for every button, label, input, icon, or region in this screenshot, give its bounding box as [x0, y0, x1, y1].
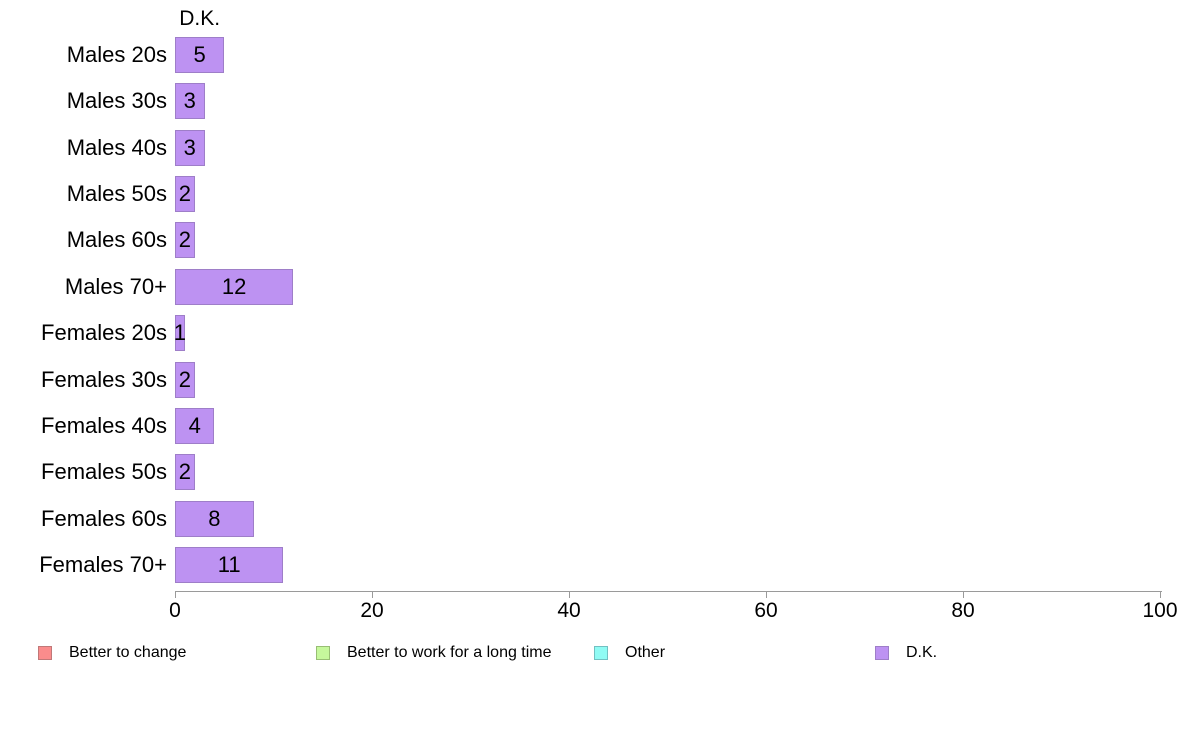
bar: 12 [175, 268, 294, 305]
legend-item: Other [594, 644, 665, 662]
category-label: Males 60s [66, 227, 167, 253]
bar: 11 [175, 546, 284, 583]
bar: 8 [175, 500, 254, 537]
category-label: Females 60s [41, 505, 167, 531]
bar-value-label: 8 [208, 505, 221, 531]
category-label: Males 70+ [64, 273, 167, 299]
category-label: Females 30s [41, 366, 167, 392]
legend-swatch [38, 646, 52, 660]
category-label: Females 50s [41, 459, 167, 485]
bar-value-label: 3 [183, 134, 196, 160]
x-axis-tick-label: 60 [754, 599, 778, 622]
bar-value-label: 2 [178, 227, 191, 253]
legend-swatch [875, 646, 889, 660]
bar-value-label: 5 [193, 42, 206, 67]
x-axis-tick [963, 591, 964, 598]
category-label: Females 70+ [39, 551, 167, 577]
category-label: Males 50s [66, 181, 167, 207]
legend-swatch [316, 646, 330, 660]
legend-item: Better to change [38, 644, 186, 662]
legend-label: Other [625, 644, 666, 661]
x-axis-tick [175, 591, 176, 598]
x-axis-tick-label: 100 [1142, 599, 1178, 622]
bar-value-label: 1 [173, 320, 187, 346]
bar-value-label: 2 [178, 181, 191, 207]
legend-label: Better to change [69, 644, 187, 661]
bar: 3 [175, 83, 205, 120]
x-axis-tick [569, 591, 570, 598]
bar: 2 [175, 176, 195, 213]
bar-value-label: 4 [188, 412, 201, 438]
x-axis-tick [372, 591, 373, 598]
category-label: Males 20s [66, 42, 167, 67]
bar: 4 [175, 407, 215, 444]
legend-label: D.K. [906, 644, 938, 661]
legend-label: Better to work for a long time [347, 644, 552, 661]
category-label: Males 30s [66, 88, 167, 114]
category-label: Females 20s [41, 320, 167, 346]
legend-swatch [594, 646, 608, 660]
bar-value-label: 11 [217, 551, 241, 577]
bar: 1 [173, 315, 187, 352]
x-axis-tick [1160, 591, 1161, 598]
legend-item: D.K. [875, 644, 937, 662]
category-label: Males 40s [66, 134, 167, 160]
bar: 2 [175, 222, 195, 259]
bar-value-label: 3 [183, 88, 196, 114]
legend: Better to change Better to work for a lon… [0, 644, 1188, 666]
bar-value-label: 2 [178, 459, 191, 485]
category-label: Females 40s [41, 412, 167, 438]
legend-item: Better to work for a long time [316, 644, 552, 662]
bar: 5 [175, 37, 225, 73]
x-axis-tick-label: 80 [951, 599, 975, 622]
x-axis-tick [766, 591, 767, 598]
bar: 3 [175, 129, 205, 166]
x-axis-tick-label: 40 [557, 599, 581, 622]
chart-title: D.K. [179, 7, 221, 30]
bar-value-label: 2 [178, 366, 191, 392]
bar-value-label: 12 [221, 273, 247, 299]
bar: 2 [175, 361, 195, 398]
bar: 2 [175, 454, 195, 491]
x-axis-tick-label: 0 [169, 599, 181, 622]
x-axis-line [175, 591, 1162, 592]
x-axis-tick-label: 20 [360, 599, 384, 622]
